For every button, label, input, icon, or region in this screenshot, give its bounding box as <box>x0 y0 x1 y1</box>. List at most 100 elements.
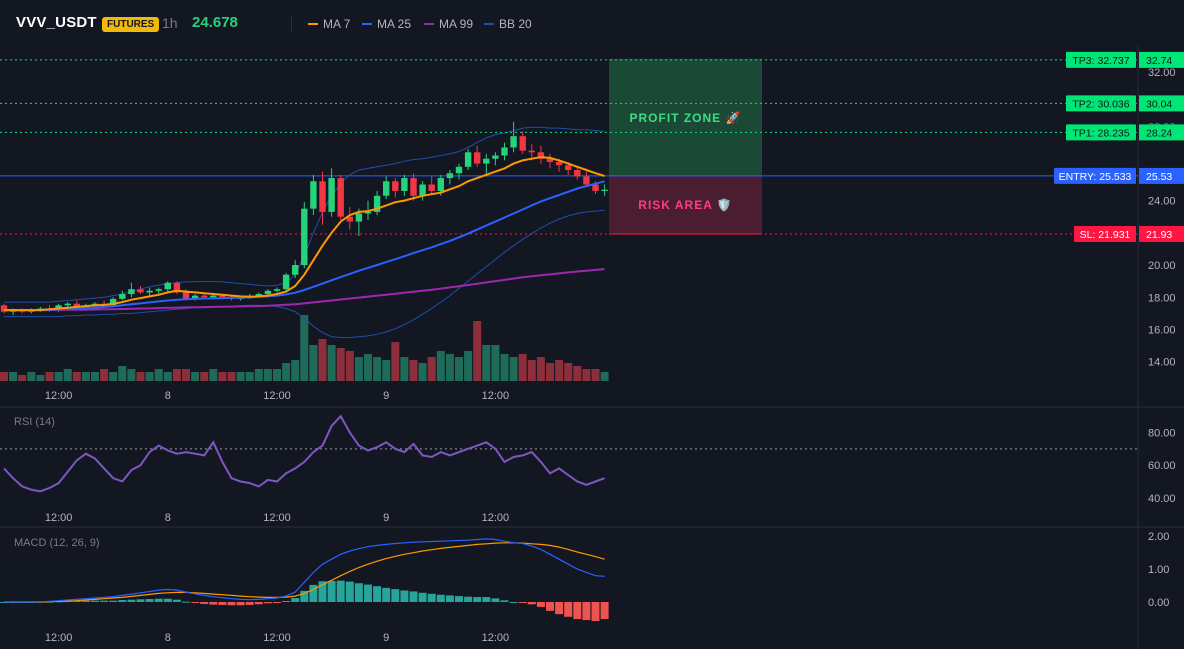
entry-tag-bg <box>1054 167 1136 184</box>
candle-body <box>282 274 290 290</box>
time-tick-label: 12:00 <box>482 390 510 402</box>
candle-body <box>64 303 71 306</box>
tp3-level-tag[interactable]: TP3: 32.737 32.74 <box>1066 51 1184 68</box>
time-tick-label: 9 <box>383 632 389 644</box>
macd-histogram-bar <box>518 601 527 603</box>
macd-histogram-bar <box>100 600 109 602</box>
macd-histogram-bar <box>309 584 318 602</box>
bb-lower-line <box>4 209 605 338</box>
volume-bar <box>400 357 409 381</box>
candle-body <box>273 289 281 291</box>
macd-histogram-bar <box>582 601 591 621</box>
tp1-level-tag[interactable]: TP1: 28.235 28.24 <box>1066 124 1184 141</box>
macd-histogram-bar <box>400 590 409 602</box>
timeframe-label[interactable]: 1h <box>162 15 178 31</box>
volume-bar <box>518 354 527 381</box>
volume-bar <box>236 372 245 381</box>
legend-bb20-label: BB 20 <box>499 17 532 31</box>
volume-bar <box>227 372 236 381</box>
candle-body <box>537 152 545 159</box>
volume-bar <box>273 369 281 381</box>
candle-body <box>0 305 8 312</box>
macd-tick-label: 2.00 <box>1148 531 1169 543</box>
candle-body <box>437 178 444 191</box>
macd-histogram-bar <box>354 583 363 602</box>
macd-histogram-bar <box>191 601 200 603</box>
candle-body <box>574 170 581 177</box>
macd-histogram-bar <box>555 601 564 615</box>
volume-bar <box>191 372 200 381</box>
candle-body <box>546 158 554 162</box>
volume-bar <box>136 372 145 381</box>
volume-bar <box>54 372 63 381</box>
legend-ma25[interactable]: MA 25 <box>362 17 411 31</box>
candle-body <box>364 211 372 214</box>
price-tick-label: 14.00 <box>1148 357 1176 369</box>
volume-bar <box>600 372 609 381</box>
macd-histogram-bar <box>373 586 382 602</box>
volume-bar <box>218 372 227 381</box>
macd-histogram-bar <box>291 598 300 602</box>
legend-bb20[interactable]: BB 20 <box>484 17 532 31</box>
candle-body <box>455 166 463 174</box>
macd-histogram-bar <box>72 600 81 602</box>
candle-body <box>583 176 590 185</box>
time-tick-label: 12:00 <box>45 632 73 644</box>
candle-body <box>555 161 563 166</box>
price-tick-label: 16.00 <box>1148 324 1176 336</box>
candle-body <box>73 303 80 307</box>
rsi-title: RSI (14) <box>14 416 55 428</box>
volume-bar <box>27 372 36 381</box>
macd-histogram-bar <box>509 601 518 603</box>
macd-histogram-bar <box>591 601 600 622</box>
volume-bar <box>0 372 8 381</box>
volume-bar <box>382 360 391 381</box>
macd-histogram-bar <box>573 601 582 620</box>
macd-histogram-bar <box>236 601 245 606</box>
time-tick-label: 12:00 <box>482 512 510 524</box>
tp2-axis-bg <box>1139 95 1184 112</box>
rsi-tick-label: 60.00 <box>1148 460 1176 472</box>
legend-ma99-label: MA 99 <box>439 17 474 31</box>
macd-tick-label: 0.00 <box>1148 597 1169 609</box>
volume-bar <box>591 369 600 381</box>
entry-level-tag[interactable]: ENTRY: 25.533 25.53 <box>1054 167 1184 184</box>
macd-histogram-bar <box>327 580 336 602</box>
candle-body <box>264 290 272 295</box>
candle-body <box>328 178 335 212</box>
macd-histogram-bar <box>500 600 509 602</box>
volume-bar <box>209 369 218 381</box>
price-tick-label: 32.00 <box>1148 67 1176 79</box>
candle-body <box>419 184 426 196</box>
macd-signal-line <box>4 542 605 603</box>
rsi-tick-label: 40.00 <box>1148 493 1176 505</box>
price-tick-label: 20.00 <box>1148 260 1176 272</box>
tp2-level-tag[interactable]: TP2: 30.036 30.04 <box>1066 95 1184 112</box>
candle-body <box>310 181 317 209</box>
volume-bar <box>63 369 72 381</box>
macd-histogram-bar <box>91 600 99 602</box>
sl-tag-bg <box>1074 225 1136 242</box>
candle-body <box>592 184 599 191</box>
volume-bar <box>291 360 300 381</box>
tp1-tag-label: TP1: 28.235 <box>1072 127 1129 139</box>
macd-histogram-bar <box>282 600 291 602</box>
time-tick-label: 12:00 <box>45 390 73 402</box>
volume-bar <box>436 351 445 381</box>
macd-histogram-bar <box>546 601 554 611</box>
volume-bar <box>500 354 509 381</box>
legend-ma7[interactable]: MA 7 <box>308 17 350 31</box>
volume-bar <box>455 357 463 381</box>
last-price: 24.678 <box>192 14 238 31</box>
volume-bar <box>100 369 109 381</box>
candle-body <box>464 152 472 167</box>
volume-bar <box>154 369 163 381</box>
time-tick-label: 12:00 <box>482 632 510 644</box>
legend-ma7-label: MA 7 <box>323 17 351 31</box>
candle-body <box>319 181 326 212</box>
time-tick-label: 12:00 <box>263 390 291 402</box>
sl-level-tag[interactable]: SL: 21.931 21.93 <box>1074 225 1184 242</box>
symbol-name[interactable]: VVV_USDT <box>16 14 97 31</box>
legend-ma99[interactable]: MA 99 <box>424 17 473 31</box>
